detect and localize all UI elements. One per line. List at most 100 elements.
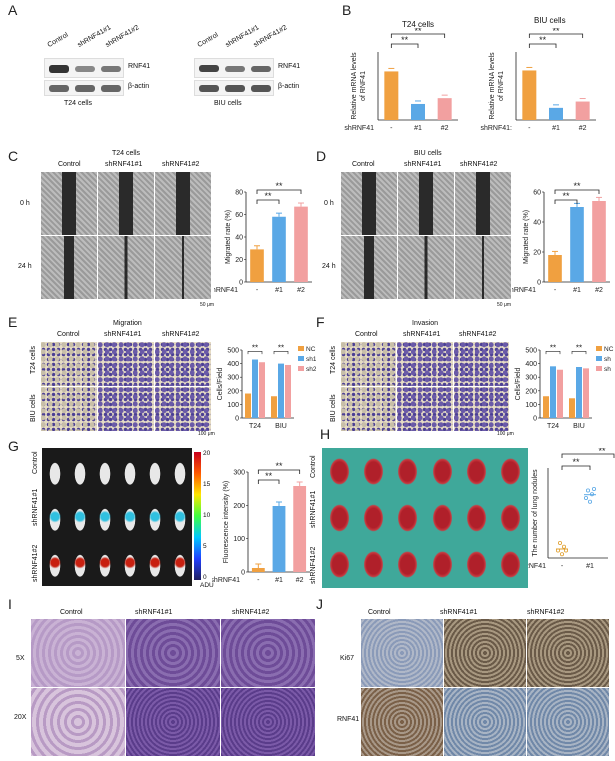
sig-label: ** — [275, 461, 283, 471]
ivis-image-grid — [42, 448, 192, 586]
bar — [272, 506, 286, 572]
sig-bracket — [273, 351, 289, 355]
micrograph-tile — [322, 541, 356, 588]
micrograph-tile — [443, 687, 527, 756]
row-label: shRNF41#1 — [310, 490, 317, 528]
sig-label: ** — [562, 191, 570, 201]
x-tick-label: #2 — [595, 287, 603, 294]
x-tick-label: #1 — [275, 577, 283, 584]
micrograph-tile — [443, 618, 527, 687]
chart-h: - #1 shRNF41 ** ** The number of lung nodules — [528, 448, 615, 570]
micrograph-tile — [154, 235, 211, 299]
micrograph-tile — [97, 171, 154, 235]
sig-bracket — [571, 351, 587, 355]
micrograph-tile — [167, 494, 192, 540]
row-label: Ki67 — [340, 655, 355, 662]
data-point — [584, 496, 589, 501]
micrograph-tile — [391, 448, 425, 495]
legend-label: sh — [604, 356, 611, 363]
sig-label: ** — [414, 28, 422, 36]
x-tick-label: #2 — [441, 125, 449, 132]
protein-label: RNF41 — [128, 63, 151, 70]
chart-title: T24 cells — [402, 20, 435, 29]
micrograph-tile — [322, 495, 356, 541]
x-axis-label: shRNF41: — [480, 125, 512, 132]
y-tick-label: 20 — [533, 250, 541, 257]
sig-bracket — [257, 469, 301, 474]
micrograph-tile — [459, 495, 494, 541]
micrograph-tile — [125, 687, 220, 756]
micrograph-tile — [220, 618, 315, 687]
row-label: shRNF41#2 — [310, 546, 317, 584]
bar — [293, 486, 307, 572]
protein-label: β-actin — [278, 83, 300, 90]
x-tick-label: #1 — [552, 125, 560, 132]
y-tick-label: 200 — [227, 388, 239, 395]
row-label: shRNF41#2 — [32, 544, 39, 582]
micrograph-tile — [360, 687, 443, 756]
micrograph-tile — [97, 235, 154, 299]
sig-label: ** — [552, 28, 560, 36]
legend-swatch — [596, 366, 602, 371]
micrograph-tile — [30, 618, 125, 687]
column-label: Control — [60, 609, 83, 616]
transwell-image-grid — [340, 341, 510, 431]
sig-label: ** — [550, 344, 556, 353]
micrograph-tile — [425, 541, 459, 588]
western-blot — [194, 58, 274, 78]
x-tick-label: #1 — [586, 563, 594, 570]
data-point — [562, 544, 567, 549]
sig-label: ** — [539, 35, 547, 45]
y-tick-label: 60 — [235, 212, 243, 219]
micrograph-tile — [340, 341, 397, 386]
chart-b-right: - #1 #2 shRNF41: ** ** Relative mRNA levels of … — [480, 28, 596, 132]
bar — [575, 101, 590, 120]
y-tick-label: 0 — [235, 416, 239, 423]
micrograph-tile — [42, 448, 67, 494]
micrograph-tile — [397, 386, 453, 431]
y-tick-label: 0 — [537, 280, 541, 287]
row-label: 20X — [14, 714, 27, 721]
colorbar-unit: ADU — [200, 582, 214, 589]
panel-label-d: D — [316, 148, 327, 164]
x-tick-label: - — [561, 563, 564, 570]
western-blot — [194, 80, 274, 96]
micrograph-tile — [117, 494, 142, 540]
y-tick-label: 40 — [235, 235, 243, 242]
sig-label: ** — [278, 344, 284, 353]
panel-label-a: A — [8, 2, 18, 18]
x-tick-label: - — [257, 577, 260, 584]
micrograph-tile — [40, 235, 97, 299]
column-label: Control — [57, 331, 80, 338]
panel-c-title: T24 cells — [112, 150, 141, 157]
y-tick-label: 80 — [235, 190, 243, 197]
y-axis-label: Fluorescence intensity (%) — [223, 481, 230, 563]
panel-label-b: B — [342, 2, 352, 18]
x-tick-label: T24 — [249, 423, 261, 430]
legend-label: NC — [604, 346, 614, 353]
micrograph-tile — [391, 541, 425, 588]
legend-swatch — [298, 366, 304, 371]
sig-label: ** — [264, 191, 272, 201]
scratch-image-grid — [40, 171, 211, 299]
micrograph-tile — [117, 448, 142, 494]
micrograph-tile — [494, 495, 528, 541]
y-tick-label: 400 — [525, 361, 537, 368]
chart-g: 0 100 200 300 - #1 #2 shRNF41 **** Fluorescence i… — [212, 461, 310, 584]
row-label: T24 cells — [330, 345, 337, 374]
y-tick-label: 40 — [533, 220, 541, 227]
row-label: T24 cells — [30, 345, 37, 374]
bar — [252, 359, 258, 418]
micrograph-tile — [97, 341, 154, 386]
bar — [583, 368, 589, 418]
micrograph-tile — [142, 494, 167, 540]
legend-swatch — [596, 346, 602, 351]
micrograph-tile — [527, 618, 610, 687]
data-point — [588, 499, 593, 504]
he-image-grid — [30, 618, 315, 756]
cell-line-label: BIU cells — [214, 100, 242, 107]
bar — [272, 216, 286, 282]
colorbar-tick: 10 — [203, 512, 211, 519]
column-label: shRNF41#1 — [105, 161, 143, 168]
cell-line-label: T24 cells — [64, 100, 93, 107]
